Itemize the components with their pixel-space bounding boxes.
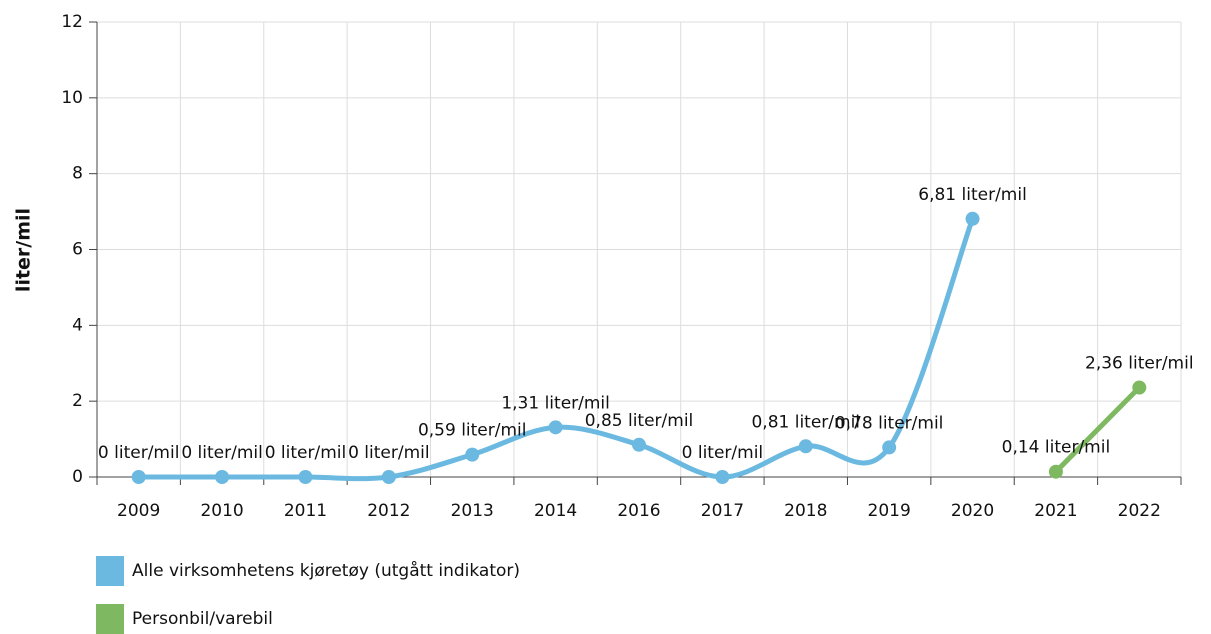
- data-label: 0,85 liter/mil: [585, 411, 694, 431]
- data-label: 0,81 liter/mil: [751, 412, 860, 432]
- x-tick-label: 2019: [868, 501, 911, 521]
- x-tick-label: 2014: [534, 501, 577, 521]
- data-point: [381, 470, 396, 484]
- data-label: 0 liter/mil: [682, 443, 764, 463]
- x-tick-label: 2010: [200, 501, 243, 521]
- data-point: [215, 470, 230, 484]
- data-point: [965, 211, 980, 226]
- y-tick-label: 8: [72, 164, 83, 184]
- legend-label: Personbil/varebil: [132, 609, 273, 629]
- data-point: [882, 440, 897, 455]
- x-tick-label: 2009: [117, 501, 160, 521]
- series-line: [136, 216, 976, 482]
- x-tick-label: 2017: [701, 501, 744, 521]
- legend-label: Alle virksomhetens kjøretøy (utgått indi…: [132, 560, 520, 581]
- y-axis-label: liter/mil: [13, 208, 35, 292]
- data-point: [715, 470, 730, 484]
- x-tick-label: 2020: [951, 501, 994, 521]
- data-point: [1132, 380, 1147, 395]
- data-point: [465, 447, 480, 462]
- x-tick-label: 2011: [284, 501, 327, 521]
- data-label: 2,36 liter/mil: [1085, 354, 1194, 374]
- y-tick-label: 12: [61, 12, 83, 32]
- data-point: [131, 470, 146, 484]
- legend-swatch: [96, 556, 124, 586]
- y-tick-label: 2: [72, 391, 83, 411]
- x-tick-label: 2012: [367, 501, 410, 521]
- data-point: [1048, 464, 1063, 479]
- data-label: 0,78 liter/mil: [835, 413, 944, 433]
- y-tick-label: 4: [72, 315, 83, 335]
- x-tick-label: 2021: [1034, 501, 1077, 521]
- data-point: [298, 470, 313, 484]
- data-label: 0 liter/mil: [98, 443, 180, 463]
- x-tick-label: 2016: [617, 501, 660, 521]
- data-label: 6,81 liter/mil: [918, 185, 1027, 205]
- data-point: [548, 420, 563, 435]
- data-label: 0 liter/mil: [181, 443, 263, 463]
- series-line: [1053, 385, 1142, 475]
- data-label: 0,59 liter/mil: [418, 421, 527, 441]
- data-label: 0,14 liter/mil: [1002, 438, 1111, 458]
- x-tick-label: 2013: [451, 501, 494, 521]
- y-tick-label: 10: [61, 88, 83, 108]
- y-tick-label: 0: [72, 467, 83, 487]
- legend-swatch: [96, 604, 124, 634]
- data-point: [798, 439, 813, 454]
- x-tick-label: 2022: [1118, 501, 1161, 521]
- data-label: 0 liter/mil: [348, 443, 430, 463]
- data-label: 0 liter/mil: [265, 443, 347, 463]
- y-tick-label: 6: [72, 240, 83, 260]
- x-tick-label: 2018: [784, 501, 827, 521]
- data-label: 1,31 liter/mil: [501, 393, 610, 413]
- data-point: [632, 437, 646, 452]
